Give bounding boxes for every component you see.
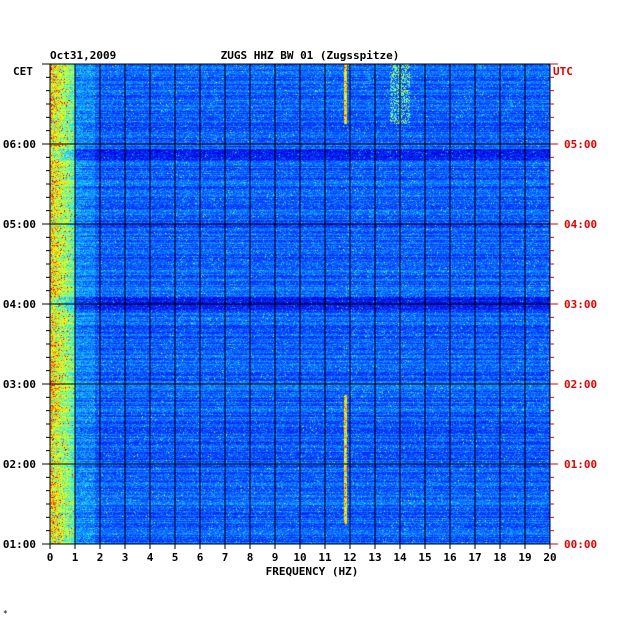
x-tick-label: 13 xyxy=(368,551,381,564)
x-tick-label: 20 xyxy=(543,551,556,564)
x-tick-label: 19 xyxy=(518,551,531,564)
y-tick-label-cet: 05:00 xyxy=(3,218,36,231)
x-tick-label: 0 xyxy=(47,551,54,564)
y-tick-label-utc: 05:00 xyxy=(564,138,597,151)
y-tick-label-cet: 02:00 xyxy=(3,458,36,471)
x-tick-label: 5 xyxy=(172,551,179,564)
y-tick-label-utc: 02:00 xyxy=(564,378,597,391)
x-tick-label: 3 xyxy=(122,551,129,564)
chart-title: ZUGS HHZ BW 01 (Zugsspitze) xyxy=(221,49,400,62)
x-axis-label: FREQUENCY (HZ) xyxy=(266,565,359,578)
y-axis-ticks-utc: 05:00 04:00 03:00 02:00 01:00 00:00 xyxy=(550,63,597,551)
x-tick-label: 14 xyxy=(393,551,407,564)
x-tick-label: 1 xyxy=(72,551,79,564)
x-axis-ticks: 0 1 2 3 4 5 6 7 8 9 10 11 12 13 14 15 16 17 18 19 20 xyxy=(47,544,557,564)
x-tick-label: 15 xyxy=(418,551,431,564)
y-tick-label-cet: 06:00 xyxy=(3,138,36,151)
x-tick-label: 12 xyxy=(343,551,356,564)
y-tick-label-utc: 03:00 xyxy=(564,298,597,311)
x-tick-label: 7 xyxy=(222,551,229,564)
y-tick-label-utc: 00:00 xyxy=(564,538,597,551)
x-tick-label: 17 xyxy=(468,551,481,564)
y-tick-label-cet: 04:00 xyxy=(3,298,36,311)
y-tick-label-cet: 03:00 xyxy=(3,378,36,391)
x-tick-label: 6 xyxy=(197,551,204,564)
x-tick-label: 4 xyxy=(147,551,154,564)
x-tick-label: 18 xyxy=(493,551,506,564)
y-axis-ticks-cet: 06:00 05:00 04:00 03:00 02:00 01:00 xyxy=(3,63,50,551)
y-tick-label-utc: 01:00 xyxy=(564,458,597,471)
horizontal-gridlines xyxy=(50,143,550,465)
x-tick-label: 11 xyxy=(318,551,332,564)
right-timezone-label: UTC xyxy=(553,65,573,78)
y-tick-label-cet: 01:00 xyxy=(3,538,36,551)
left-timezone-label: CET xyxy=(13,65,33,78)
x-tick-label: 2 xyxy=(97,551,104,564)
x-tick-label: 10 xyxy=(293,551,306,564)
x-tick-label: 9 xyxy=(272,551,279,564)
corner-mark: * xyxy=(3,609,8,618)
x-tick-label: 16 xyxy=(443,551,457,564)
y-tick-label-utc: 04:00 xyxy=(564,218,597,231)
chart-date: Oct31,2009 xyxy=(50,49,116,62)
x-tick-label: 8 xyxy=(247,551,254,564)
